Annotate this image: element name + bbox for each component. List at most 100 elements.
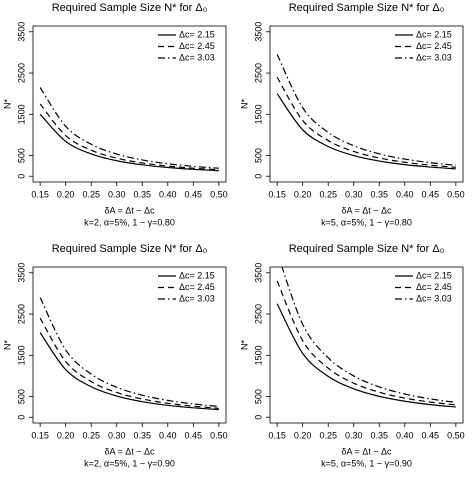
data-line (39, 113, 219, 172)
caption: k=2, α=5%, 1 − γ=0.80 (84, 217, 175, 227)
y-tick-label: 3500 (253, 263, 263, 283)
legend-label: Δc= 2.15 (416, 270, 452, 280)
x-tick-label: 0.20 (57, 430, 75, 440)
legend-label: Δc= 3.03 (179, 293, 215, 303)
data-line (39, 317, 219, 409)
panel: Required Sample Size N* for Δ₀ 0.15 0.20 0.… (2, 243, 227, 468)
y-tick-label: 0 (253, 415, 263, 420)
y-tick-label: 3500 (16, 263, 26, 283)
x-tick-label: 0.30 (108, 189, 126, 199)
plot-frame (269, 25, 464, 183)
data-line (276, 93, 456, 170)
series-group (276, 54, 456, 170)
panel: Required Sample Size N* for Δ₀ 0.15 0.20 0.… (239, 2, 464, 227)
x-tick-label: 0.15 (268, 430, 286, 440)
y-tick-label: 0 (16, 174, 26, 179)
y-tick-label: 1500 (253, 345, 263, 365)
x-axis-title: δA = Δt − Δc (341, 205, 392, 215)
x-tick-label: 0.25 (82, 430, 100, 440)
x-tick-label: 0.15 (268, 189, 286, 199)
y-tick-label: 0 (16, 415, 26, 420)
x-tick-label: 0.50 (210, 430, 228, 440)
x-axis-title: δA = Δt − Δc (341, 446, 392, 456)
x-tick-label: 0.30 (345, 189, 363, 199)
y-tick-label: 2500 (253, 304, 263, 324)
panel: Required Sample Size N* for Δ₀ 0.15 0.20 0.… (239, 243, 464, 468)
legend-label: Δc= 2.15 (416, 29, 452, 39)
x-tick-label: 0.20 (294, 430, 312, 440)
chart-title: Required Sample Size N* for Δ₀ (52, 243, 208, 255)
panel: Required Sample Size N* for Δ₀ 0.15 0.20 0.… (2, 2, 227, 227)
y-tick-label: 500 (253, 148, 263, 163)
caption: k=5, α=5%, 1 − γ=0.80 (321, 217, 412, 227)
x-tick-label: 0.40 (396, 430, 414, 440)
x-tick-label: 0.40 (396, 189, 414, 199)
series-group (276, 267, 456, 408)
x-tick-label: 0.40 (159, 189, 177, 199)
x-tick-label: 0.25 (82, 189, 100, 199)
y-tick-label: 3500 (16, 22, 26, 42)
x-tick-label: 0.45 (185, 189, 203, 199)
legend-label: Δc= 2.45 (416, 41, 452, 51)
y-axis-title: N* (2, 99, 12, 109)
y-tick-label: 2500 (16, 63, 26, 83)
x-tick-label: 0.35 (370, 189, 388, 199)
x-tick-label: 0.15 (31, 189, 49, 199)
y-tick-label: 3500 (253, 22, 263, 42)
data-line (276, 54, 456, 166)
y-tick-label: 1500 (253, 104, 263, 124)
legend-label: Δc= 2.45 (179, 282, 215, 292)
x-tick-label: 0.20 (294, 189, 312, 199)
x-tick-label: 0.50 (447, 430, 465, 440)
y-tick-label: 1500 (16, 104, 26, 124)
legend-label: Δc= 3.03 (179, 52, 215, 62)
x-tick-label: 0.35 (133, 189, 151, 199)
y-axis-title: N* (2, 340, 12, 350)
y-tick-label: 500 (16, 389, 26, 404)
chart-title: Required Sample Size N* for Δ₀ (289, 243, 445, 255)
data-line (281, 267, 456, 403)
y-axis-title: N* (239, 340, 249, 350)
x-tick-label: 0.30 (345, 430, 363, 440)
y-tick-label: 2500 (253, 63, 263, 83)
series-group (39, 297, 219, 411)
y-tick-label: 500 (253, 389, 263, 404)
chart-title: Required Sample Size N* for Δ₀ (289, 2, 445, 14)
legend-label: Δc= 3.03 (416, 293, 452, 303)
x-tick-label: 0.45 (185, 430, 203, 440)
data-line (39, 332, 219, 411)
y-tick-label: 2500 (16, 304, 26, 324)
chart-title: Required Sample Size N* for Δ₀ (52, 2, 208, 14)
x-tick-label: 0.45 (422, 189, 440, 199)
plot-frame (269, 266, 464, 424)
data-line (276, 76, 456, 168)
x-axis-title: δA = Δt − Δc (104, 205, 155, 215)
x-tick-label: 0.40 (159, 430, 177, 440)
y-tick-label: 0 (253, 174, 263, 179)
data-line (39, 87, 219, 169)
y-axis-title: N* (239, 99, 249, 109)
legend-label: Δc= 2.15 (179, 270, 215, 280)
legend-label: Δc= 2.15 (179, 29, 215, 39)
caption: k=2, α=5%, 1 − γ=0.90 (84, 458, 175, 468)
legend-label: Δc= 2.45 (179, 41, 215, 51)
data-line (276, 280, 456, 406)
x-tick-label: 0.50 (447, 189, 465, 199)
x-tick-label: 0.25 (319, 430, 337, 440)
x-tick-label: 0.50 (210, 189, 228, 199)
data-line (39, 103, 219, 171)
legend-label: Δc= 3.03 (416, 52, 452, 62)
y-tick-label: 1500 (16, 345, 26, 365)
x-tick-label: 0.45 (422, 430, 440, 440)
plot-frame (32, 266, 227, 424)
data-line (39, 297, 219, 408)
series-group (39, 87, 219, 172)
data-line (276, 303, 456, 408)
plot-frame (32, 25, 227, 183)
x-tick-label: 0.25 (319, 189, 337, 199)
y-tick-label: 500 (16, 148, 26, 163)
x-tick-label: 0.35 (370, 430, 388, 440)
x-tick-label: 0.15 (31, 430, 49, 440)
x-tick-label: 0.30 (108, 430, 126, 440)
